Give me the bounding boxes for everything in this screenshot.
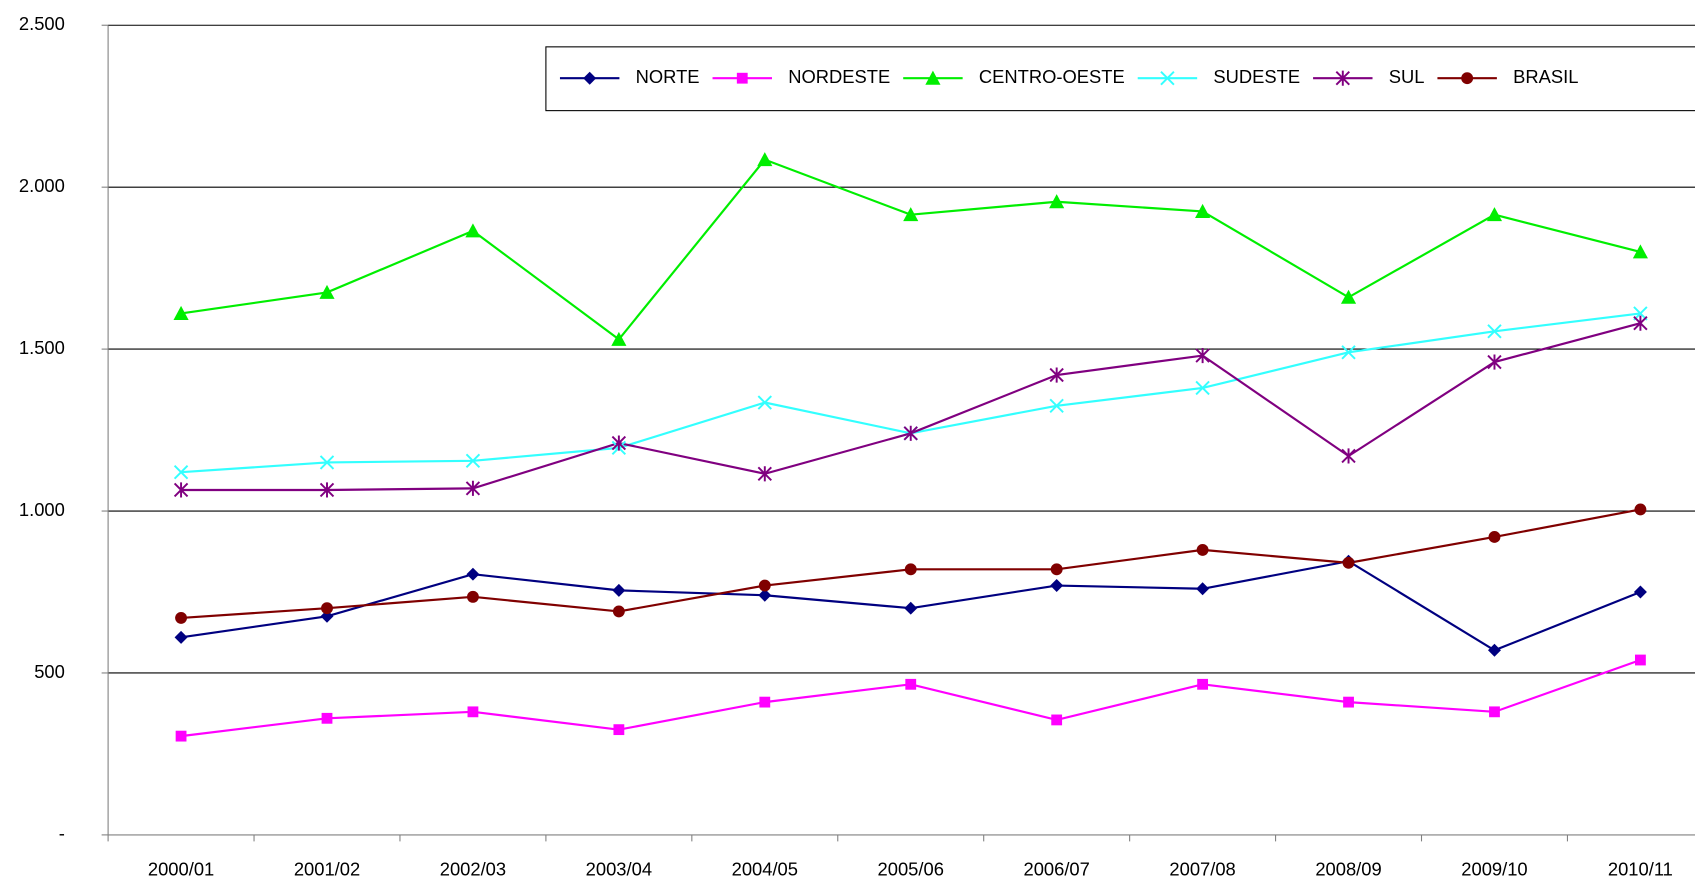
marker bbox=[905, 678, 917, 690]
marker bbox=[1487, 324, 1502, 339]
marker bbox=[758, 588, 772, 602]
marker bbox=[1197, 678, 1209, 690]
marker bbox=[759, 696, 771, 708]
marker bbox=[1049, 398, 1064, 413]
marker bbox=[321, 602, 333, 615]
legend-label: CENTRO-OESTE bbox=[979, 66, 1125, 87]
x-tick-label: 2010/11 bbox=[1608, 858, 1673, 879]
marker bbox=[175, 611, 188, 624]
marker bbox=[1050, 563, 1063, 576]
marker bbox=[1196, 582, 1210, 596]
marker bbox=[1335, 70, 1350, 86]
marker bbox=[1049, 194, 1065, 209]
x-tick-label: 2003/04 bbox=[586, 858, 652, 879]
x-tick-label: 2001/02 bbox=[294, 858, 360, 879]
marker bbox=[1461, 72, 1474, 85]
legend-label: SUDESTE bbox=[1213, 66, 1300, 87]
marker bbox=[173, 305, 189, 320]
marker bbox=[613, 724, 625, 736]
marker bbox=[904, 563, 917, 576]
marker bbox=[736, 72, 748, 84]
marker bbox=[173, 464, 189, 480]
marker bbox=[1632, 244, 1648, 259]
marker bbox=[1195, 348, 1210, 364]
marker bbox=[904, 601, 918, 615]
legend-label: BRASIL bbox=[1513, 66, 1578, 87]
marker bbox=[1051, 714, 1063, 726]
series-line bbox=[181, 322, 1641, 492]
marker bbox=[465, 223, 481, 238]
x-tick-label: 2008/09 bbox=[1315, 858, 1381, 879]
y-tick-label: 2.500 bbox=[19, 13, 65, 34]
marker bbox=[1635, 654, 1646, 666]
marker bbox=[757, 395, 772, 410]
marker bbox=[1341, 345, 1356, 360]
marker bbox=[319, 455, 335, 470]
marker bbox=[583, 71, 597, 85]
marker bbox=[611, 435, 627, 451]
marker bbox=[758, 579, 771, 592]
y-tick-label: - bbox=[59, 823, 65, 844]
x-tick-label: 2000/01 bbox=[148, 858, 214, 879]
marker bbox=[174, 630, 188, 644]
marker bbox=[757, 466, 772, 482]
y-tick-label: 1.500 bbox=[19, 337, 65, 358]
x-tick-label: 2004/05 bbox=[732, 858, 798, 879]
marker bbox=[466, 567, 480, 581]
marker bbox=[1634, 503, 1647, 516]
legend-label: NORDESTE bbox=[788, 66, 890, 87]
marker bbox=[1050, 579, 1064, 593]
x-tick-label: 2005/06 bbox=[878, 858, 944, 879]
marker bbox=[1487, 643, 1501, 657]
y-tick-label: 1.000 bbox=[19, 499, 65, 520]
series-line bbox=[180, 312, 1641, 474]
x-tick-label: 2006/07 bbox=[1023, 858, 1089, 879]
marker bbox=[465, 480, 481, 496]
marker bbox=[1487, 354, 1502, 370]
marker bbox=[175, 730, 187, 742]
marker bbox=[757, 152, 773, 167]
marker bbox=[1160, 71, 1175, 86]
marker bbox=[903, 425, 918, 441]
marker bbox=[173, 482, 189, 498]
marker bbox=[1633, 585, 1647, 599]
marker bbox=[612, 583, 626, 597]
x-tick-label: 2009/10 bbox=[1461, 858, 1527, 879]
marker bbox=[1489, 706, 1500, 718]
marker bbox=[1342, 556, 1355, 569]
marker bbox=[925, 70, 941, 85]
marker bbox=[1195, 380, 1210, 396]
marker bbox=[1049, 367, 1064, 383]
marker bbox=[1340, 289, 1357, 304]
legend-label: SUL bbox=[1389, 66, 1425, 87]
marker bbox=[1195, 203, 1211, 218]
marker bbox=[611, 331, 627, 346]
legend: NORTE NORDESTE CENTRO-OESTE SUDESTE SUL BRASI… bbox=[545, 46, 1695, 112]
marker bbox=[466, 590, 479, 603]
marker bbox=[321, 712, 333, 724]
marker bbox=[319, 284, 335, 299]
y-tick-label: 2.000 bbox=[19, 175, 65, 196]
marker bbox=[612, 605, 625, 618]
marker bbox=[467, 706, 479, 718]
marker bbox=[319, 482, 335, 498]
marker bbox=[1343, 696, 1354, 708]
marker bbox=[465, 453, 481, 469]
marker bbox=[903, 207, 919, 222]
x-tick-label: 2007/08 bbox=[1169, 858, 1235, 879]
marker bbox=[1633, 315, 1648, 331]
marker bbox=[1488, 530, 1501, 543]
legend-label: NORTE bbox=[636, 66, 700, 87]
y-tick-label: 500 bbox=[34, 661, 65, 682]
marker bbox=[1341, 448, 1356, 464]
series-line bbox=[180, 658, 1641, 738]
marker bbox=[1196, 543, 1209, 556]
x-tick-label: 2002/03 bbox=[440, 858, 506, 879]
series-line bbox=[180, 158, 1641, 341]
marker bbox=[1486, 207, 1503, 222]
